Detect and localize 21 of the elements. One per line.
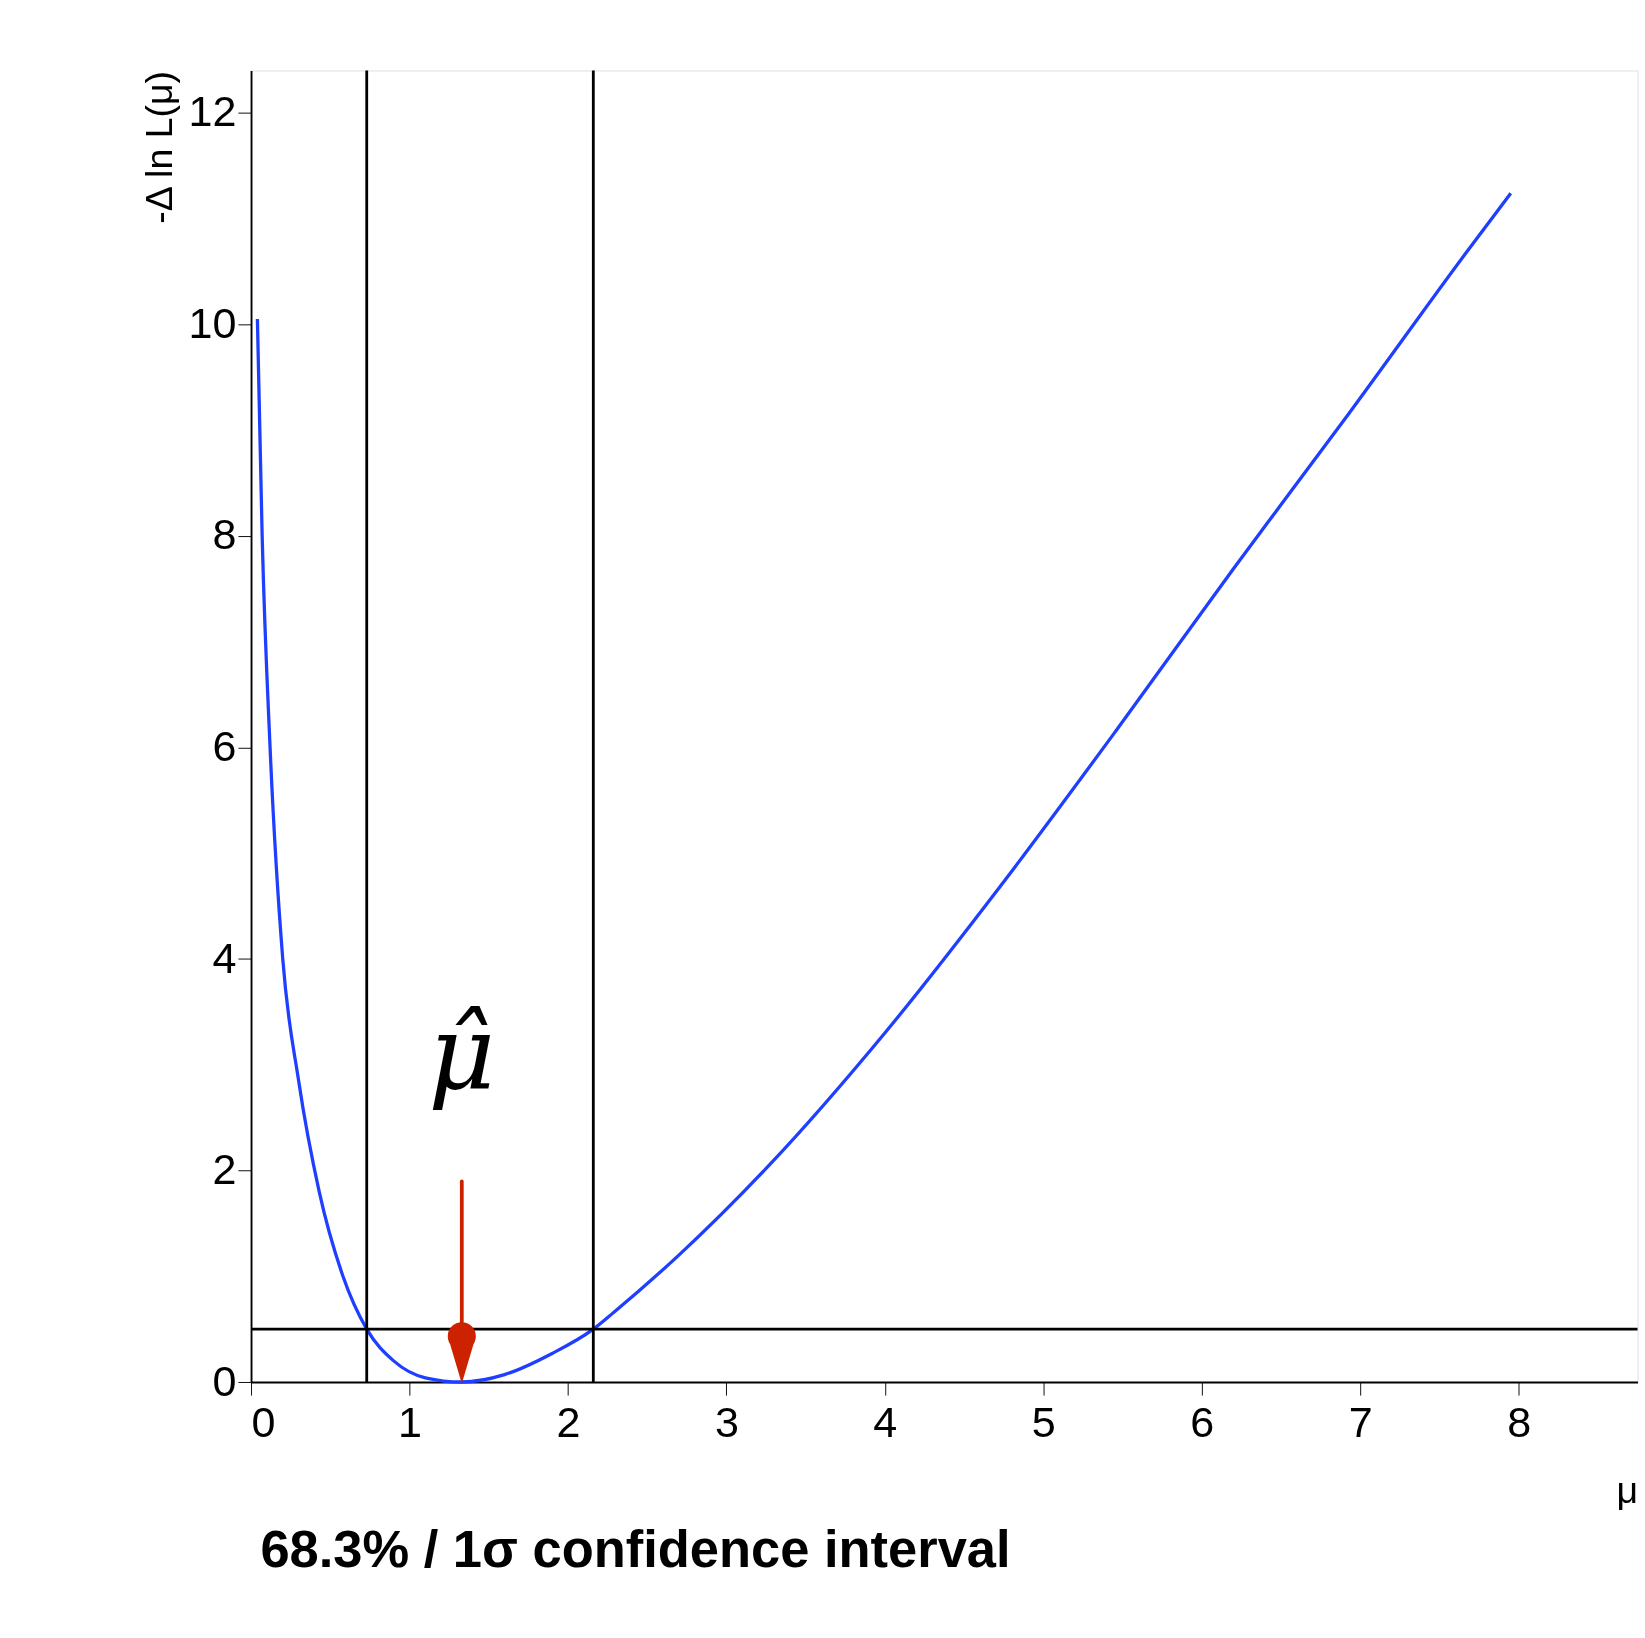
y-tick-label: 10: [188, 298, 237, 347]
annotation: μ̂: [428, 992, 496, 1113]
y-axis-title: -Δ ln L(μ): [137, 70, 180, 224]
x-tick-label: 1: [397, 1397, 422, 1446]
x-tick-label: 8: [1507, 1397, 1532, 1446]
y-tick-label: 12: [188, 87, 237, 136]
x-tick-label: 6: [1190, 1397, 1215, 1446]
y-tick-label: 2: [212, 1145, 237, 1194]
y-tick-label: 8: [212, 510, 237, 559]
x-axis-title: μ: [1616, 1469, 1638, 1512]
y-tick-label: 6: [212, 721, 237, 770]
x-tick-label: 5: [1031, 1397, 1056, 1446]
x-tick-label: 2: [556, 1397, 581, 1446]
y-tick-label: 4: [212, 933, 237, 982]
y-tick-label: 0: [212, 1356, 237, 1405]
line-series: [255, 191, 1513, 1384]
text: 68.3% / 1σ confidence interval: [260, 1519, 1011, 1578]
x-tick-label: 7: [1348, 1397, 1373, 1446]
x-tick-label: 4: [873, 1397, 898, 1446]
x-tick-label: 3: [714, 1397, 739, 1446]
x-tick-label: 0: [251, 1397, 276, 1446]
